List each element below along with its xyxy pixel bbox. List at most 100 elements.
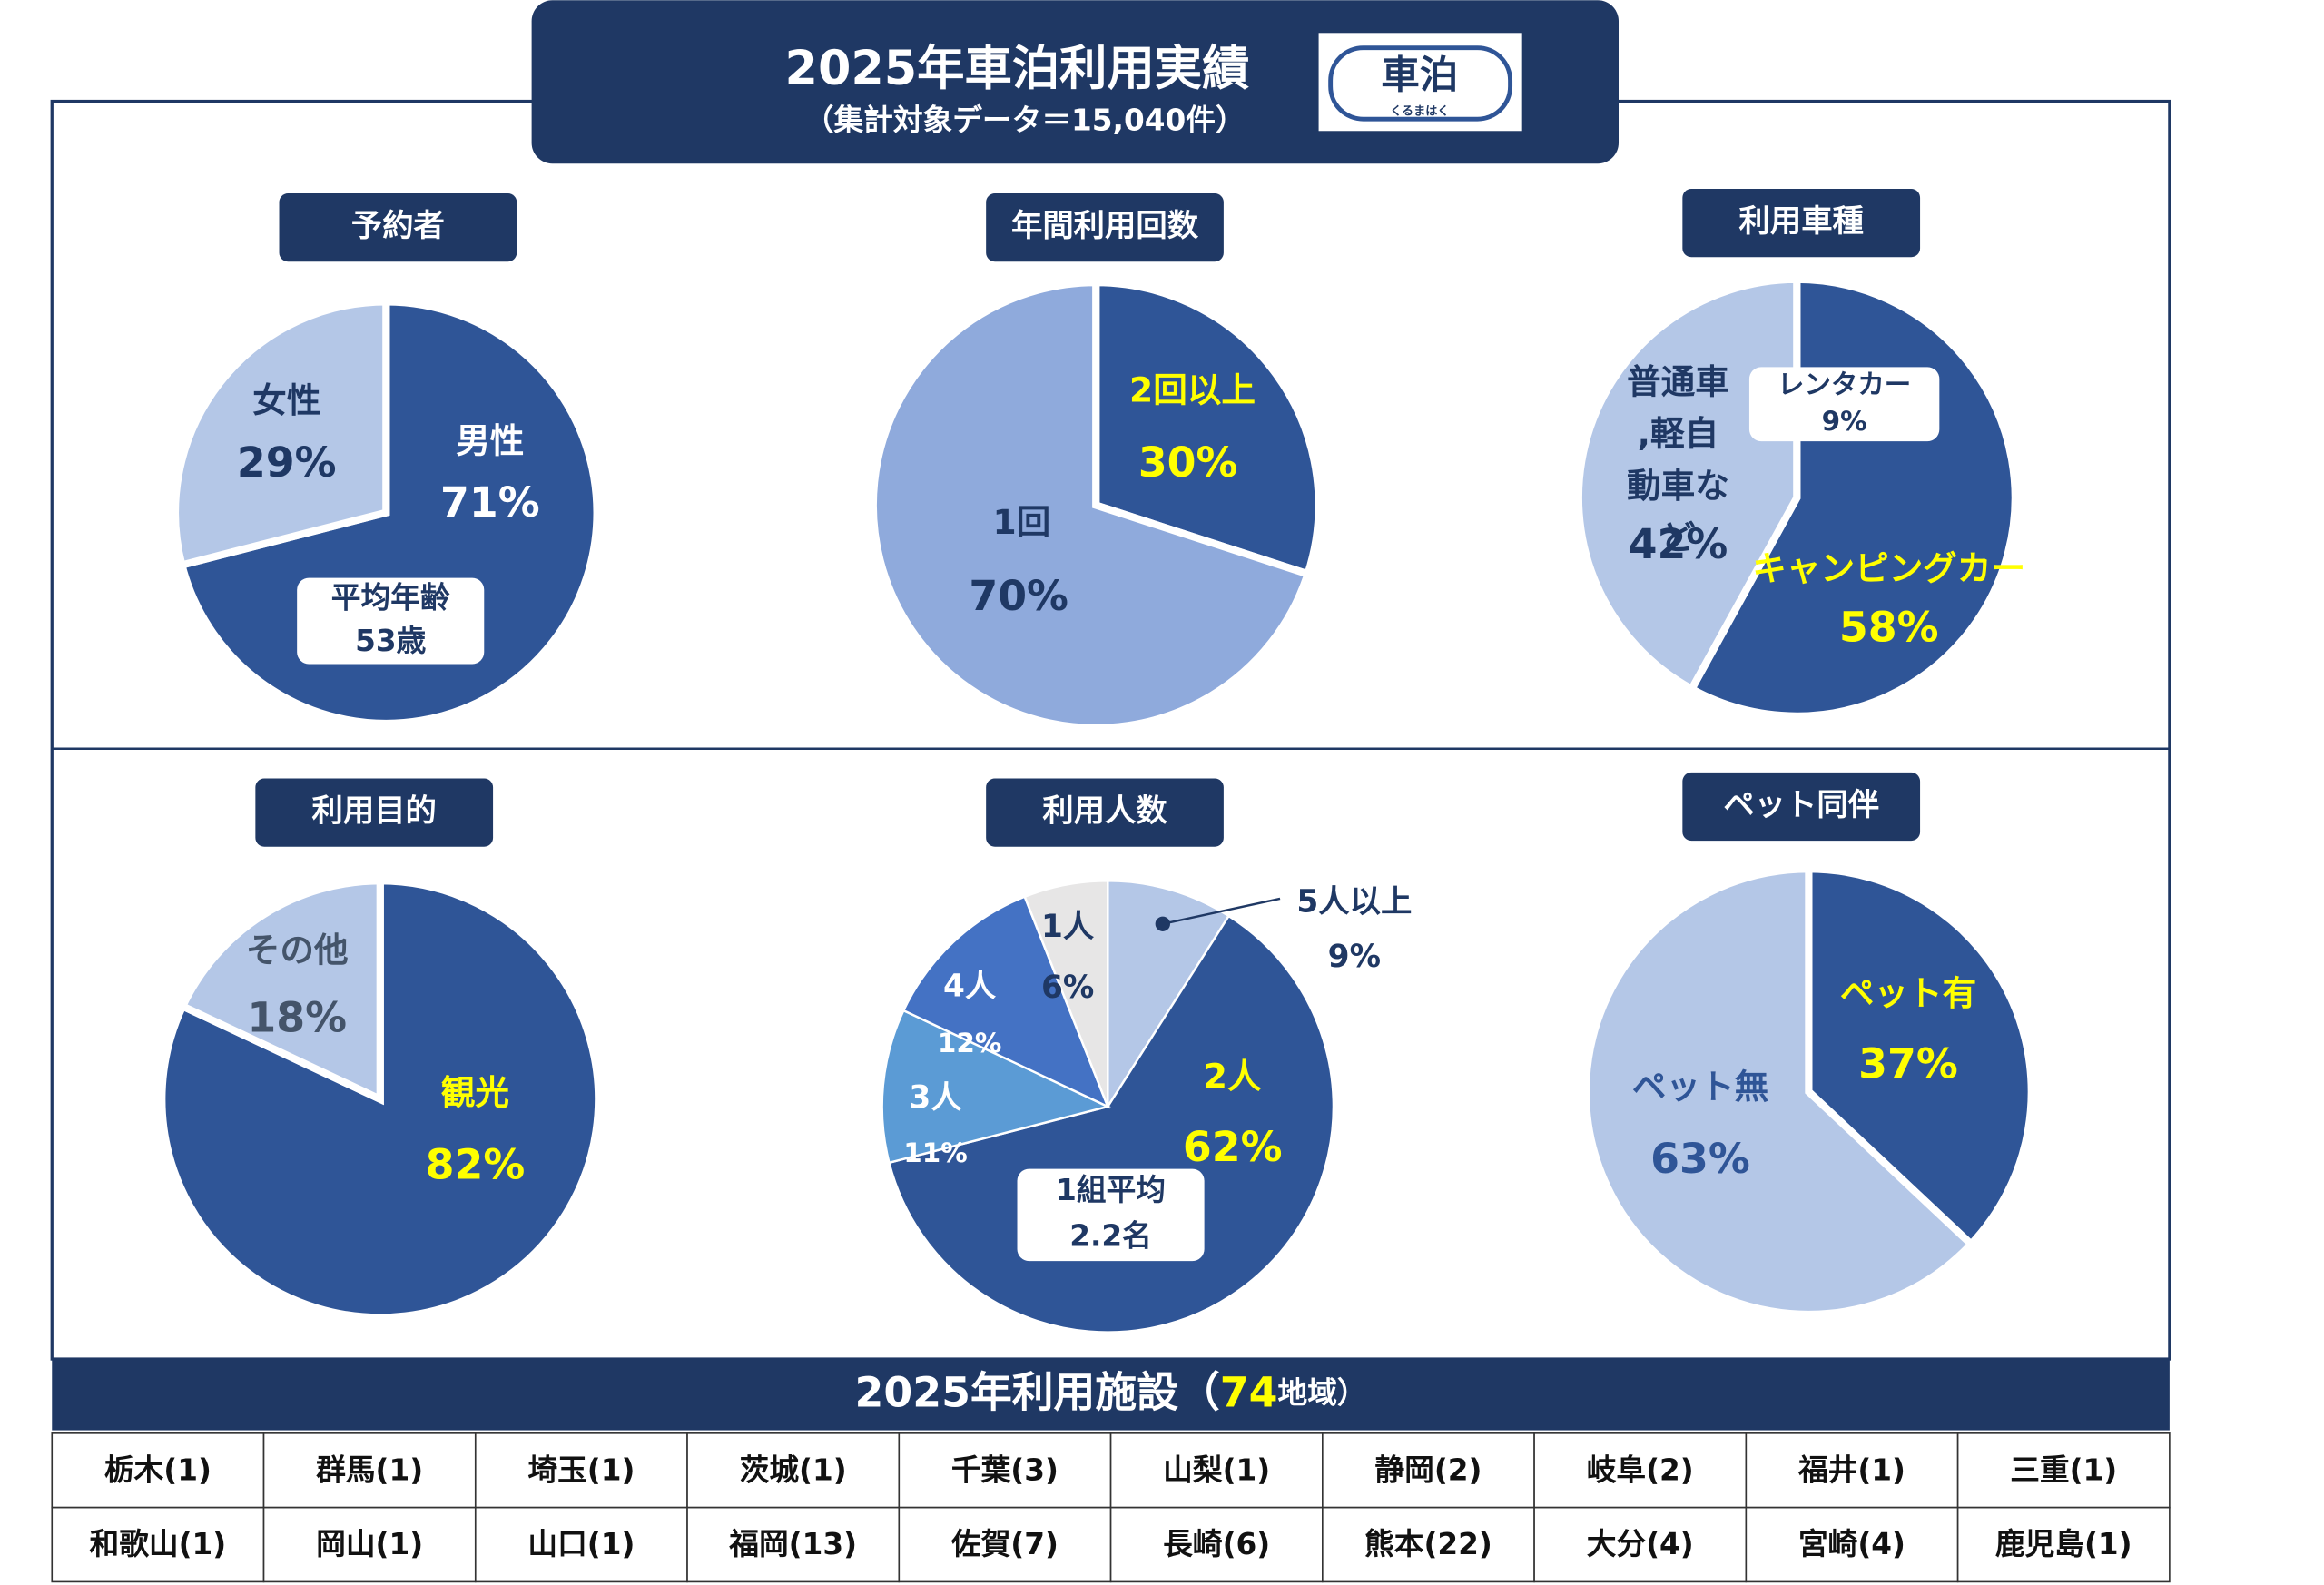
pie-title: 利用目的 [312, 793, 437, 830]
table-cell-text: 栃木(1) [104, 1452, 212, 1487]
table-cell [1745, 1432, 1959, 1509]
facilities-count: 74 [1220, 1367, 1278, 1416]
table-cell-text: 鹿児島(1) [1995, 1527, 2132, 1561]
table-cell-text: 岡山(1) [316, 1527, 423, 1561]
table-cell [898, 1432, 1112, 1509]
pie-slice [1023, 880, 1109, 1108]
table-cell-text: 三重(1) [2010, 1452, 2117, 1487]
table-cell-text: 大分(4) [1587, 1527, 1694, 1561]
table-cell [1109, 1432, 1324, 1509]
slice-label-line: ど [1661, 517, 1696, 557]
facilities-band [52, 1359, 2170, 1431]
slice-label: キャンピングカー [1752, 548, 2025, 588]
pie-title: 年間利用回数 [1011, 208, 1199, 244]
slice-label: 1人 [1041, 909, 1095, 945]
pie-slice [881, 1009, 1111, 1165]
logo-reading: くるまはく [1390, 103, 1449, 118]
pie-slice [177, 877, 384, 1106]
pie-title-box [986, 192, 1224, 262]
leader-line [1162, 897, 1281, 925]
slice-value-label: 12% [938, 1028, 1001, 1058]
table-cell-text: 福岡(13) [728, 1527, 857, 1561]
pie-title-box [279, 192, 517, 262]
table-cell-text: 長崎(6) [1163, 1527, 1270, 1561]
slice-label-line: 普通車 [1627, 361, 1729, 401]
table-cell [1109, 1506, 1324, 1583]
slice-label-line: 動車な [1627, 465, 1729, 505]
pie-title-box [1682, 189, 1921, 258]
slice-label: 普通車 ,軽自動車など [1627, 361, 1729, 557]
facilities-title: 2025年利用施設（74地域） [855, 1367, 1367, 1416]
slice-value-label: 37% [1858, 1039, 1958, 1088]
table-cell-text: 山口(1) [527, 1527, 635, 1561]
slice-label: 2人 [1204, 1056, 1262, 1096]
logo: 車泊 [1381, 54, 1458, 98]
table-cell [1745, 1506, 1959, 1583]
slice-label: 観光 [441, 1072, 509, 1112]
pie-title: 利用車種 [1739, 203, 1864, 240]
annotation: 平均年齢 [331, 580, 450, 615]
table-cell-text: 静岡(2) [1374, 1452, 1482, 1487]
slice-label: 1回 [993, 502, 1051, 542]
table-cell [1533, 1432, 1748, 1509]
annotation-box [1017, 1168, 1205, 1262]
pie-title: 予約者 [351, 208, 445, 244]
slice-value-label: 11% [903, 1137, 967, 1168]
table-cell-text: 熊本(22) [1364, 1527, 1492, 1561]
pie-slice [1092, 279, 1323, 579]
pie-slice [158, 877, 603, 1322]
pie-slice [1805, 865, 2035, 1250]
annotation: 9% [1822, 406, 1867, 437]
slice-label: その他 [246, 930, 349, 970]
table-cell-text: 群馬(1) [316, 1452, 423, 1487]
table-cell-text: 埼玉(1) [527, 1452, 635, 1487]
pie-title: 利用人数 [1042, 793, 1167, 830]
slice-value-label: 71% [440, 477, 540, 527]
table-cell [1956, 1432, 2171, 1509]
slice-value-label: 6% [1041, 970, 1094, 1006]
annotation: 53歳 [355, 624, 427, 658]
pie-title-box [986, 778, 1224, 847]
table-cell [1322, 1506, 1535, 1583]
slice-value-label: 29% [237, 438, 337, 487]
table-cell [686, 1506, 901, 1583]
table-cell-text: 岐阜(2) [1587, 1452, 1694, 1487]
slice-value-label: 30% [1138, 438, 1238, 487]
pie-slice [887, 914, 1335, 1334]
slice-value-label: 62% [1183, 1122, 1283, 1171]
table-cell [1956, 1506, 2171, 1583]
slice-label: 女性 [252, 380, 320, 420]
annotation-box [1748, 367, 1940, 442]
table-cell [51, 1506, 265, 1583]
pie-title-box [255, 778, 494, 847]
slice-label: 男性 [456, 420, 524, 460]
table-cell [474, 1506, 688, 1583]
annotation: レンタカー [1777, 369, 1911, 399]
pie-slice [171, 298, 390, 570]
table-cell [262, 1506, 477, 1583]
slice-label: ペット有 [1840, 973, 1976, 1013]
subtitle: （集計対象データ＝15,040件） [804, 103, 1246, 137]
logo-car [1328, 45, 1513, 122]
slice-value-label: 58% [1839, 602, 1939, 651]
pie-title: ペット同伴 [1723, 787, 1879, 823]
slice-value-label: 70% [969, 571, 1068, 620]
table-cell [474, 1432, 688, 1509]
facilities-suffix: 地域） [1277, 1375, 1366, 1410]
table-cell-text: 和歌山(1) [90, 1527, 227, 1561]
table-cell-text: 福井(1) [1797, 1452, 1905, 1487]
slice-value-label: 9% [1328, 939, 1381, 975]
pie-slice [1107, 880, 1231, 1111]
pie-slice [901, 895, 1110, 1109]
table-cell-text: 佐賀(7) [950, 1527, 1059, 1561]
slice-label: 5人以上 [1296, 883, 1412, 920]
annotation-box [297, 577, 485, 665]
table-cell-text: 千葉(3) [951, 1452, 1059, 1487]
slice-label: 2回以上 [1129, 370, 1256, 410]
pie-slice [1581, 865, 1977, 1318]
slice-label-line: ,軽自 [1638, 413, 1719, 453]
annotation: 1組平均 [1056, 1173, 1166, 1207]
slice-value-label: 82% [426, 1140, 526, 1189]
